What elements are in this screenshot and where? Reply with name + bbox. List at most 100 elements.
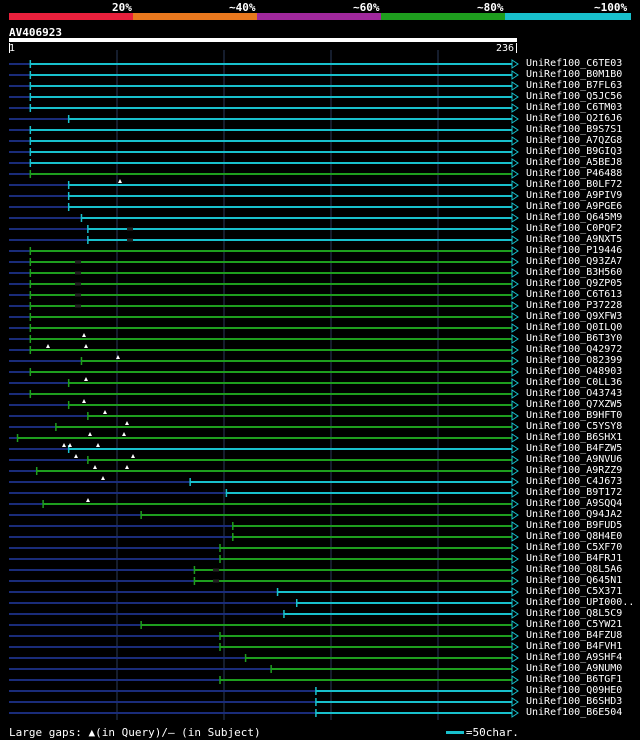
alignment-end-arrow: [511, 664, 519, 674]
alignment-end-arrow: [511, 301, 519, 311]
hit-label[interactable]: UniRef100_O43743: [526, 388, 623, 399]
alignment-end-arrow: [511, 367, 519, 377]
hit-label[interactable]: UniRef100_B6SHX1: [526, 432, 623, 443]
hit-label[interactable]: UniRef100_C6TM03: [526, 102, 623, 113]
hit-label[interactable]: UniRef100_Q94JA2: [526, 509, 623, 520]
hit-label[interactable]: UniRef100_B9HFT0: [526, 410, 623, 421]
hit-label[interactable]: UniRef100_Q8L5A6: [526, 564, 623, 575]
alignment-end-arrow: [511, 389, 519, 399]
hit-label[interactable]: UniRef100_A7QZG8: [526, 135, 623, 146]
hit-label[interactable]: UniRef100_B4FZW5: [526, 443, 623, 454]
query-gap-marker: [93, 465, 97, 469]
large-gaps-legend: Large gaps: ▲(in Query)/– (in Subject): [9, 726, 261, 739]
hit-label[interactable]: UniRef100_P46488: [526, 168, 623, 179]
hit-label[interactable]: UniRef100_Q93ZA7: [526, 256, 623, 267]
hit-label[interactable]: UniRef100_Q42972: [526, 344, 623, 355]
hit-label[interactable]: UniRef100_C5XF70: [526, 542, 623, 553]
alignment-end-arrow: [511, 279, 519, 289]
hit-label[interactable]: UniRef100_B9GIQ3: [526, 146, 623, 157]
hit-label[interactable]: UniRef100_C5YSY8: [526, 421, 623, 432]
alignment-end-arrow: [511, 202, 519, 212]
query-gap-marker: [84, 377, 88, 381]
hit-label[interactable]: UniRef100_Q0ILQ0: [526, 322, 623, 333]
hit-label[interactable]: UniRef100_B6T3Y0: [526, 333, 623, 344]
hit-label[interactable]: UniRef100_Q9ZP05: [526, 278, 623, 289]
hit-label[interactable]: UniRef100_A9NVU6: [526, 454, 623, 465]
alignment-end-arrow: [511, 59, 519, 69]
alignment-end-arrow: [511, 235, 519, 245]
hit-label[interactable]: UniRef100_C4J673: [526, 476, 623, 487]
hit-label[interactable]: UniRef100_B4FZU8: [526, 630, 623, 641]
hit-label[interactable]: UniRef100_Q645N1: [526, 575, 623, 586]
alignment-end-arrow: [511, 521, 519, 531]
hit-label[interactable]: UniRef100_C0LL36: [526, 377, 623, 388]
alignment-end-arrow: [511, 257, 519, 267]
hit-label[interactable]: UniRef100_UPI000..: [526, 597, 635, 608]
hit-label[interactable]: UniRef100_B4FRJ1: [526, 553, 623, 564]
hit-label[interactable]: UniRef100_C6T613: [526, 289, 623, 300]
alignment-end-arrow: [511, 631, 519, 641]
hit-label[interactable]: UniRef100_Q2I6J6: [526, 113, 623, 124]
hit-label[interactable]: UniRef100_A9SQQ4: [526, 498, 623, 509]
query-gap-marker: [103, 410, 107, 414]
hit-label[interactable]: UniRef100_O48903: [526, 366, 623, 377]
hit-label[interactable]: UniRef100_B7FL63: [526, 80, 623, 91]
hit-label[interactable]: UniRef100_B0LF72: [526, 179, 623, 190]
alignment-end-arrow: [511, 532, 519, 542]
alignment-end-arrow: [511, 422, 519, 432]
alignment-end-arrow: [511, 543, 519, 553]
hit-label[interactable]: UniRef100_O82399: [526, 355, 623, 366]
hit-label[interactable]: UniRef100_A9RZZ9: [526, 465, 623, 476]
alignment-end-arrow: [511, 180, 519, 190]
hit-label[interactable]: UniRef100_Q09HE0: [526, 685, 623, 696]
hit-label[interactable]: UniRef100_B6TGF1: [526, 674, 623, 685]
alignment-end-arrow: [511, 620, 519, 630]
alignment-end-arrow: [511, 653, 519, 663]
hit-label[interactable]: UniRef100_C0PQF2: [526, 223, 623, 234]
hit-label[interactable]: UniRef100_B9S7S1: [526, 124, 623, 135]
hit-label[interactable]: UniRef100_Q7XZW5: [526, 399, 623, 410]
hit-label[interactable]: UniRef100_A9NXT5: [526, 234, 623, 245]
ruler-end: 236: [496, 43, 515, 54]
scale-label: =50char.: [465, 726, 519, 739]
alignment-end-arrow: [511, 587, 519, 597]
hit-label[interactable]: UniRef100_P37228: [526, 300, 623, 311]
hit-label[interactable]: UniRef100_B0M1B0: [526, 69, 623, 80]
alignment-end-arrow: [511, 158, 519, 168]
query-gap-marker: [125, 421, 129, 425]
hit-label[interactable]: UniRef100_B3H560: [526, 267, 623, 278]
color-swatch-80: [381, 13, 505, 20]
alignment-end-arrow: [511, 609, 519, 619]
alignment-end-arrow: [511, 191, 519, 201]
hit-label[interactable]: UniRef100_C5X371: [526, 586, 623, 597]
alignment-end-arrow: [511, 499, 519, 509]
hit-label[interactable]: UniRef100_Q9XFW3: [526, 311, 623, 322]
legend-label-100: ~100%: [594, 1, 628, 14]
hit-label[interactable]: UniRef100_B6E504: [526, 707, 623, 718]
legend-label-80: ~80%: [477, 1, 504, 14]
alignment-end-arrow: [511, 114, 519, 124]
hit-label[interactable]: UniRef100_B9T172: [526, 487, 623, 498]
hit-label[interactable]: UniRef100_P19446: [526, 245, 623, 256]
hit-label[interactable]: UniRef100_A9PGE6: [526, 201, 623, 212]
hit-label[interactable]: UniRef100_A5BEJ8: [526, 157, 623, 168]
hit-label[interactable]: UniRef100_A9PIV9: [526, 190, 623, 201]
hit-label[interactable]: UniRef100_A9SHF4: [526, 652, 623, 663]
hit-label[interactable]: UniRef100_A9NUM0: [526, 663, 623, 674]
hit-label[interactable]: UniRef100_Q8L5C9: [526, 608, 623, 619]
alignment-end-arrow: [511, 312, 519, 322]
query-gap-marker: [125, 465, 129, 469]
hit-label[interactable]: UniRef100_Q645M9: [526, 212, 623, 223]
alignment-end-arrow: [511, 433, 519, 443]
hit-label[interactable]: UniRef100_C6TE03: [526, 58, 623, 69]
hit-label[interactable]: UniRef100_B9FUD5: [526, 520, 623, 531]
hit-label[interactable]: UniRef100_Q8H4E0: [526, 531, 623, 542]
hit-label[interactable]: UniRef100_C5YW21: [526, 619, 623, 630]
hit-label[interactable]: UniRef100_B6SHD3: [526, 696, 623, 707]
hit-label[interactable]: UniRef100_B4FVH1: [526, 641, 623, 652]
scale-swatch: [446, 731, 464, 734]
alignment-end-arrow: [511, 213, 519, 223]
hit-label[interactable]: UniRef100_Q5JC56: [526, 91, 623, 102]
ruler-right-tick: [516, 43, 517, 53]
